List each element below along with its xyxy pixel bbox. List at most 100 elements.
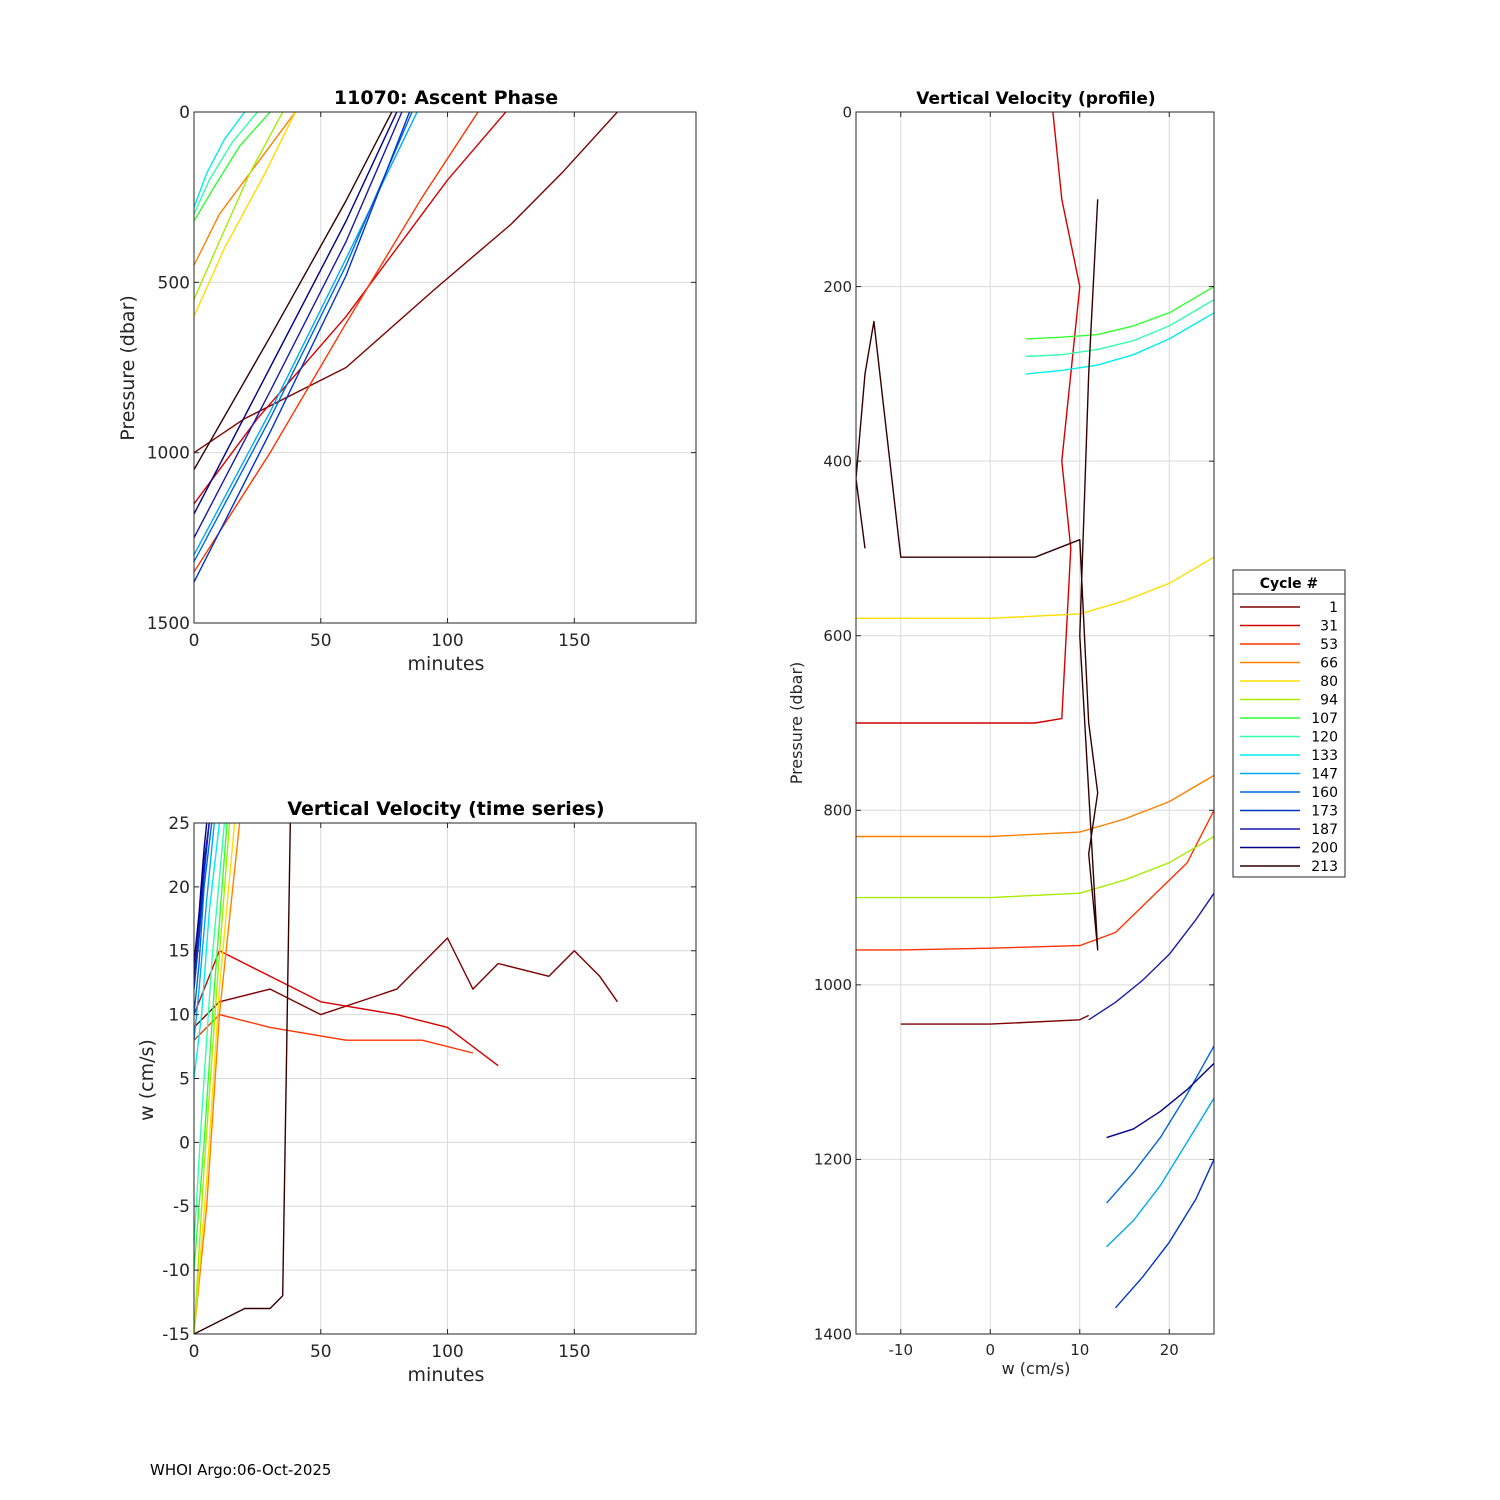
profile-ytick-label: 600 (823, 627, 852, 645)
profile-series-cycle-133 (1025, 312, 1214, 375)
legend-label-133: 133 (1311, 748, 1338, 764)
profile-series-cycle-200 (1106, 1062, 1214, 1139)
legend-label-200: 200 (1311, 841, 1338, 857)
timeseries-ytick-label: 5 (179, 1069, 190, 1089)
ascent-series-cycle-213 (194, 112, 393, 471)
ascent-phase-panel: 11070: Ascent Phase 0 50 100 15005001000150… (117, 87, 697, 675)
profile-ytick-label: 1200 (814, 1151, 852, 1169)
timeseries-series-cycle-80 (194, 823, 236, 1334)
profile-series-cycle-120 (1025, 299, 1214, 358)
timeseries-series-cycle-66 (194, 823, 241, 1334)
profile-title: Vertical Velocity (profile) (916, 89, 1155, 109)
legend-box (1232, 569, 1346, 878)
profile-series-cycle-147 (1106, 1097, 1214, 1248)
timeseries-ytick-label: -10 (162, 1261, 190, 1281)
legend-items: 1 31 53 66 80 94 107 120 133 147 160 173 187 200 213 (1240, 600, 1338, 875)
timeseries-ytick-label: -5 (173, 1197, 190, 1217)
timeseries-xtick-label: 100 (431, 1342, 463, 1362)
ascent-xtick-label: 0 (189, 631, 200, 651)
footer-credit: WHOI Argo:06-Oct-2025 (150, 1461, 332, 1479)
legend-label-107: 107 (1311, 711, 1338, 727)
profile-ytick-label: 800 (823, 802, 852, 820)
ascent-xtick-label: 100 (431, 631, 463, 651)
ascent-series-cycle-53 (194, 112, 479, 573)
ascent-series-cycle-120 (194, 112, 258, 215)
legend-label-147: 147 (1311, 767, 1338, 783)
timeseries-xtick-label: 150 (558, 1342, 590, 1362)
profile-axes-box (855, 111, 1215, 1335)
profile-ytick-label: 1000 (814, 976, 852, 994)
legend-label-1: 1 (1329, 600, 1338, 616)
profile-series-cycle-107 (1025, 285, 1214, 340)
profile-ytick-label: 0 (842, 103, 852, 121)
timeseries-ytick-label: 20 (168, 878, 190, 898)
ascent-ylabel: Pressure (dbar) (117, 295, 139, 441)
timeseries-series-cycle-1 (194, 937, 618, 1028)
legend: Cycle # 1 31 53 66 80 94 107 120 133 147 160 173 187… (1232, 569, 1346, 878)
timeseries-ytick-label: -15 (162, 1325, 190, 1345)
ascent-series (194, 112, 618, 583)
legend-label-94: 94 (1320, 693, 1338, 709)
ascent-xtick-label: 150 (558, 631, 590, 651)
legend-label-53: 53 (1320, 637, 1338, 653)
timeseries-ytick-label: 25 (168, 814, 190, 834)
timeseries-series-cycle-200 (194, 823, 208, 964)
ascent-series-cycle-187 (194, 112, 403, 539)
timeseries-panel: Vertical Velocity (time series) 0 50 100 15… (136, 798, 697, 1386)
profile-ytick-label: 400 (823, 452, 852, 470)
timeseries-ytick-label: 10 (168, 1006, 190, 1026)
ascent-series-cycle-107 (194, 112, 271, 222)
ascent-ytick-label: 500 (158, 273, 190, 293)
profile-xtick-label: 20 (1160, 1341, 1179, 1359)
timeseries-ticks: 0 50 100 150 -15 -10 -5 0 5 10 15 20 25 (162, 814, 696, 1362)
timeseries-series-cycle-107 (194, 823, 228, 1271)
ascent-axes-box (193, 111, 697, 624)
legend-label-66: 66 (1320, 656, 1338, 672)
legend-label-213: 213 (1311, 859, 1338, 875)
profile-xtick-label: 0 (985, 1341, 995, 1359)
profile-panel: Vertical Velocity (profile) -10 0 10 200200… (787, 89, 1215, 1378)
profile-series-cycle-66 (856, 774, 1214, 838)
profile-series-cycle-173 (1114, 1159, 1214, 1309)
timeseries-title: Vertical Velocity (time series) (287, 798, 604, 820)
profile-series-cycle-187 (1088, 892, 1214, 1021)
timeseries-ytick-label: 15 (168, 942, 190, 962)
timeseries-series-cycle-120 (194, 823, 226, 1245)
legend-label-187: 187 (1311, 822, 1338, 838)
profile-series-cycle-94 (856, 835, 1214, 899)
legend-label-160: 160 (1311, 785, 1338, 801)
legend-label-120: 120 (1311, 730, 1338, 746)
ascent-grid (193, 111, 696, 624)
profile-xtick-label: 10 (1070, 1341, 1089, 1359)
ascent-ytick-label: 1500 (147, 614, 190, 634)
timeseries-grid (193, 822, 696, 1335)
legend-label-31: 31 (1320, 619, 1338, 635)
timeseries-series-cycle-173 (194, 823, 210, 990)
profile-xlabel: w (cm/s) (1002, 1359, 1071, 1378)
timeseries-series-cycle-160 (194, 823, 213, 1015)
ascent-series-cycle-200 (194, 112, 398, 515)
legend-label-173: 173 (1311, 804, 1338, 820)
timeseries-series-cycle-53 (194, 1013, 474, 1054)
legend-label-80: 80 (1320, 674, 1338, 690)
profile-series-cycle-213 (856, 199, 1099, 951)
profile-series-cycle-160 (1106, 1045, 1214, 1204)
profile-ylabel: Pressure (dbar) (787, 662, 806, 785)
ascent-xtick-label: 50 (310, 631, 332, 651)
ascent-series-cycle-80 (194, 112, 297, 317)
timeseries-xtick-label: 50 (310, 1342, 332, 1362)
timeseries-series-cycle-94 (194, 823, 231, 1334)
ascent-series-cycle-133 (194, 112, 246, 208)
profile-series-cycle-1 (900, 1014, 1090, 1025)
profile-series-cycle-53 (856, 809, 1214, 951)
ascent-series-cycle-173 (194, 112, 411, 583)
ascent-xlabel: minutes (408, 653, 485, 675)
profile-xtick-label: -10 (889, 1341, 914, 1359)
ascent-title: 11070: Ascent Phase (334, 87, 558, 109)
ascent-series-cycle-31 (194, 112, 507, 505)
profile-ytick-label: 200 (823, 278, 852, 296)
timeseries-series (194, 823, 618, 1334)
profile-ytick-label: 1400 (814, 1325, 852, 1343)
